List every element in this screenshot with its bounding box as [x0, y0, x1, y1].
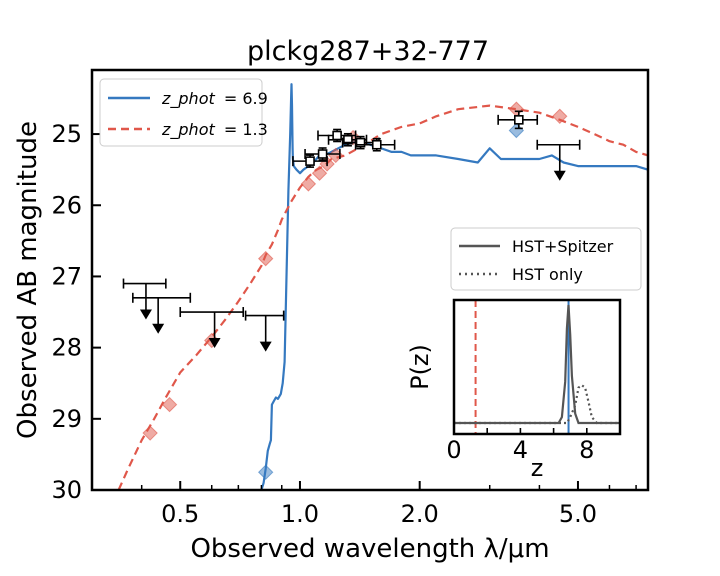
inset-x-tick-label: 4 — [513, 436, 528, 464]
inset-x-tick-label: 8 — [579, 436, 594, 464]
model-photometry-diamond — [552, 108, 568, 124]
plot-frame — [90, 68, 650, 492]
inset-legend-label-solid: HST+Spitzer — [512, 237, 614, 256]
y-tick-label: 28 — [51, 334, 82, 362]
y-tick-label: 27 — [51, 262, 82, 290]
inset-y-label: P(z) — [406, 344, 434, 390]
sed-line-0 — [260, 83, 648, 490]
upper-limit-arrow-icon — [259, 341, 272, 352]
detection-marker — [514, 115, 524, 125]
upper-limit-arrow-icon — [553, 170, 566, 181]
upper-limit-arrow-icon — [208, 338, 221, 349]
model-photometry-diamond — [508, 101, 525, 117]
legend-name-z69: z_phot — [161, 89, 215, 109]
model-photometry-diamond — [161, 396, 178, 413]
ticks-layer: 0.5 1.0 2.0 5.0 25 26 27 28 29 30 — [51, 120, 637, 528]
points-layer — [122, 101, 581, 480]
legend-label-z69: z_phot = 6.9 — [161, 89, 268, 109]
inset-plot: 0 4 8 P(z) z — [406, 298, 622, 482]
x-tick-label: 0.5 — [161, 500, 199, 528]
legend-name-z13: z_phot — [161, 120, 215, 140]
detection-point — [304, 147, 341, 161]
inset-pz-line-1 — [454, 383, 620, 425]
inset-x-tick-label: 0 — [446, 436, 461, 464]
model-photometry-diamond — [257, 464, 274, 480]
y-tick-label: 26 — [51, 191, 82, 219]
y-tick-label: 29 — [51, 405, 82, 433]
model-photometry-diamond — [142, 425, 158, 441]
legend-label-z13: z_phot = 1.3 — [161, 120, 268, 140]
upper-limit — [244, 310, 285, 352]
inset-legend: HST+Spitzer HST only — [450, 227, 642, 291]
y-tick-label: 30 — [51, 476, 82, 504]
upper-limit — [536, 139, 581, 181]
x-axis-label: Observed wavelength λ/μm — [190, 534, 549, 564]
inset-background — [454, 300, 620, 434]
detection-marker — [371, 139, 382, 150]
upper-limit — [132, 292, 192, 334]
model-photometry-diamond — [300, 176, 317, 192]
inset-frame — [452, 298, 622, 436]
inset-legend-label-dotted: HST only — [512, 265, 583, 284]
upper-limit — [179, 307, 245, 349]
model-photometry-diamond — [311, 165, 328, 181]
model-photometry-diamond — [508, 122, 525, 139]
model-photometry-diamond — [257, 250, 274, 267]
upper-limit — [122, 278, 167, 320]
detection-marker — [343, 134, 353, 145]
inset-x-label: z — [531, 454, 544, 482]
upper-limit-arrow-icon — [139, 309, 152, 320]
y-tick-label: 25 — [51, 120, 82, 148]
inset-pz-line-0 — [454, 304, 620, 425]
detection-point — [497, 110, 539, 130]
y-axis-label: Observed AB magnitude — [13, 121, 43, 439]
x-tick-label: 1.0 — [281, 500, 319, 528]
inset-ticks: 0 4 8 — [446, 428, 621, 464]
detection-marker — [355, 137, 366, 148]
legend-value-z69: = 6.9 — [224, 89, 268, 108]
detection-marker — [317, 149, 328, 159]
detection-point — [354, 137, 396, 152]
legend: z_phot = 6.9 z_phot = 1.3 — [99, 78, 268, 147]
x-tick-label: 2.0 — [401, 500, 439, 528]
x-tick-label: 5.0 — [559, 500, 597, 528]
detection-marker — [305, 156, 315, 166]
inset-series-layer — [454, 300, 620, 434]
inset-legend-box — [450, 227, 642, 291]
upper-limit-arrow-icon — [152, 323, 165, 334]
legend-value-z13: = 1.3 — [224, 120, 268, 139]
chart-title: plckg287+32-777 — [247, 36, 489, 67]
detection-marker — [332, 130, 342, 141]
